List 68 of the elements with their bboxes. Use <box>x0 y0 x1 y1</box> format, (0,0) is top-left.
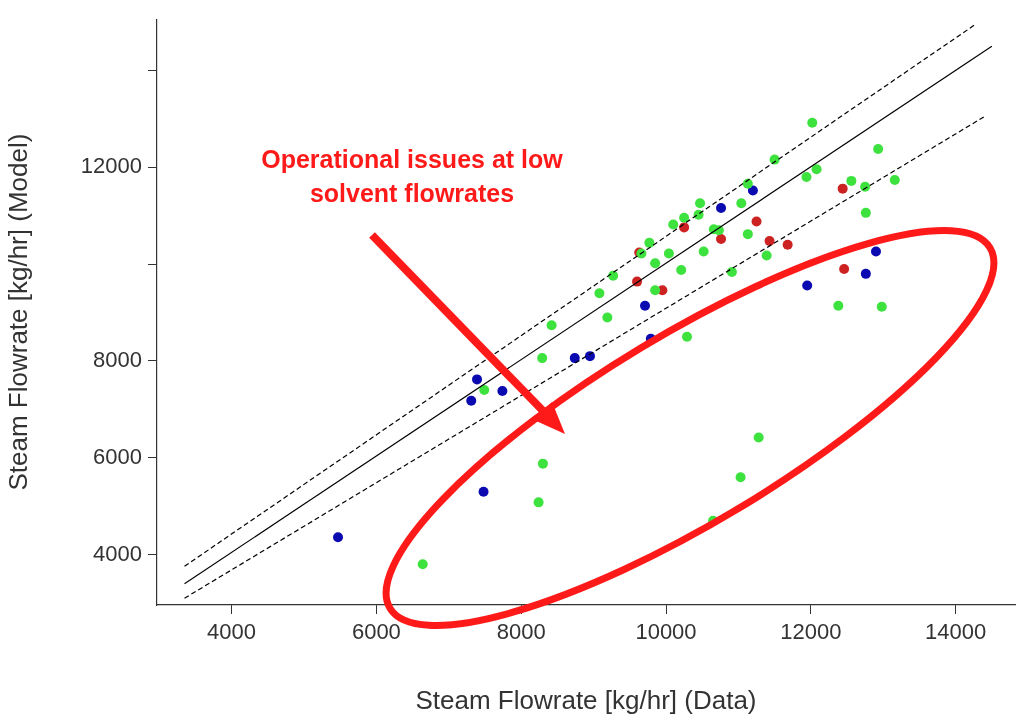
y-tick-label: 6000 <box>93 443 142 469</box>
y-tick-label: 12000 <box>80 153 142 179</box>
point <box>747 185 758 196</box>
point <box>569 353 580 364</box>
y-tick-label: 4000 <box>93 540 142 566</box>
point <box>533 497 544 508</box>
point <box>833 300 844 311</box>
point <box>663 248 674 259</box>
y-axis-title: Steam Flowrate [kg/hr] (Model) <box>2 133 33 491</box>
point <box>716 234 727 244</box>
point <box>846 175 857 186</box>
point <box>807 117 818 128</box>
point <box>608 270 619 281</box>
point <box>679 222 690 233</box>
point <box>695 198 706 209</box>
point <box>751 216 762 227</box>
point <box>802 280 813 291</box>
point <box>860 207 871 218</box>
point <box>735 472 746 483</box>
x-tick-label: 10000 <box>635 619 697 645</box>
point <box>679 212 690 223</box>
point <box>594 288 605 299</box>
point <box>640 300 651 311</box>
point <box>472 374 483 385</box>
point <box>742 178 753 189</box>
x-tick-label: 8000 <box>496 619 546 645</box>
point <box>726 266 737 277</box>
point <box>650 285 661 296</box>
y-tick-label: 8000 <box>93 347 142 373</box>
point <box>782 239 793 250</box>
point <box>716 203 727 214</box>
point <box>497 386 508 397</box>
point <box>478 486 489 497</box>
point <box>546 320 557 331</box>
point <box>870 246 881 257</box>
x-tick-label: 6000 <box>351 619 401 645</box>
point <box>676 264 687 275</box>
point <box>837 183 848 194</box>
x-tick-label: 12000 <box>780 619 842 645</box>
x-tick-label: 14000 <box>925 619 987 645</box>
point <box>889 174 900 185</box>
point <box>668 219 679 230</box>
point <box>764 235 775 246</box>
x-tick-label: 4000 <box>207 619 257 645</box>
point <box>801 172 812 183</box>
point <box>602 312 613 323</box>
point <box>811 164 822 175</box>
point <box>479 385 490 396</box>
point <box>860 268 871 279</box>
point <box>417 559 428 570</box>
point <box>650 258 661 269</box>
point <box>742 229 753 240</box>
point <box>736 198 747 209</box>
annotation: Operational issues at low solvent flowrates <box>260 144 564 209</box>
point <box>873 143 884 154</box>
point <box>682 331 693 342</box>
x-axis-title: Steam Flowrate [kg/hr] (Data) <box>415 684 757 715</box>
point <box>860 181 871 192</box>
point <box>698 246 709 257</box>
point <box>644 237 655 248</box>
point <box>333 532 344 543</box>
point <box>761 250 772 261</box>
point <box>753 432 764 443</box>
point <box>876 301 887 312</box>
point <box>839 264 850 275</box>
point <box>537 353 548 364</box>
point <box>537 458 548 469</box>
point <box>466 395 477 406</box>
